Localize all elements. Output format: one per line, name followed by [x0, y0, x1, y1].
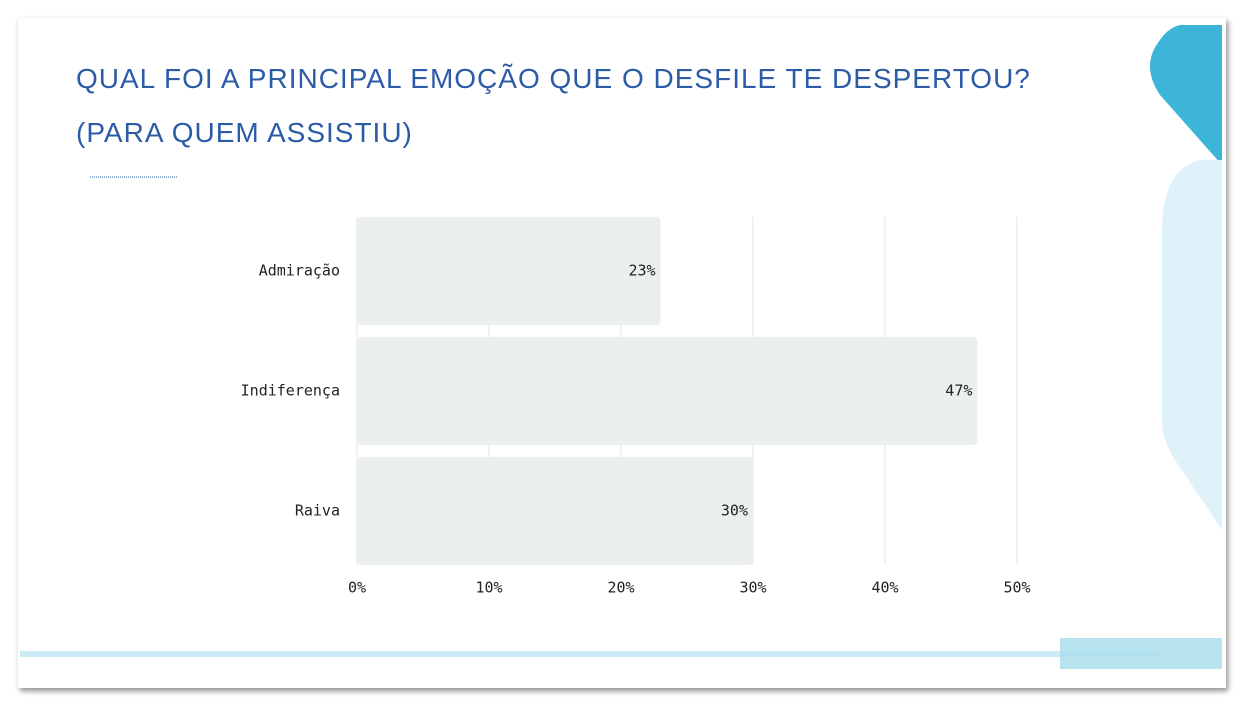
x-tick-label: 40%	[871, 579, 898, 597]
value-label: 30%	[721, 502, 748, 520]
x-tick-label: 50%	[1003, 579, 1030, 597]
x-tick-label: 20%	[607, 579, 634, 597]
bar	[357, 337, 978, 445]
category-label: Admiração	[259, 262, 340, 280]
value-label: 23%	[629, 262, 656, 280]
bottom-line	[20, 651, 1160, 657]
value-label: 47%	[945, 382, 972, 400]
chart-subtitle: (PARA QUEM ASSISTIU)	[76, 117, 413, 148]
bar	[357, 457, 753, 565]
bar	[357, 217, 661, 325]
bottom-block	[1060, 638, 1222, 669]
x-tick-label: 0%	[348, 579, 366, 597]
side-shape	[1162, 160, 1222, 530]
plot: 0% 10% 20% 30% 40% 50% Admiração 23% Indiferença…	[241, 217, 1031, 597]
category-label: Raiva	[295, 502, 340, 520]
x-tick-label: 30%	[739, 579, 766, 597]
corner-shape	[1150, 25, 1222, 165]
category-label: Indiferença	[241, 382, 340, 400]
x-tick-label: 10%	[475, 579, 502, 597]
chart-title: QUAL FOI A PRINCIPAL EMOÇÃO QUE O DESFIL…	[76, 63, 1031, 94]
